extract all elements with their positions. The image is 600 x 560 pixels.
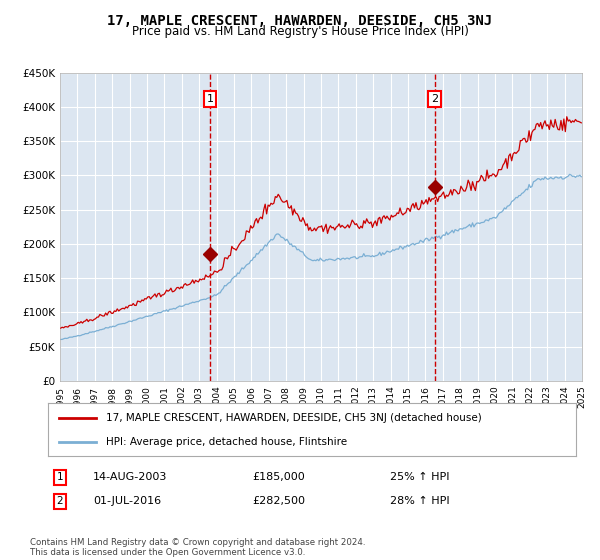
Text: Contains HM Land Registry data © Crown copyright and database right 2024.
This d: Contains HM Land Registry data © Crown c… [30,538,365,557]
Text: 01-JUL-2016: 01-JUL-2016 [93,496,161,506]
Text: 2: 2 [56,496,64,506]
Text: Price paid vs. HM Land Registry's House Price Index (HPI): Price paid vs. HM Land Registry's House … [131,25,469,38]
Text: 17, MAPLE CRESCENT, HAWARDEN, DEESIDE, CH5 3NJ (detached house): 17, MAPLE CRESCENT, HAWARDEN, DEESIDE, C… [106,413,482,423]
Text: £185,000: £185,000 [252,472,305,482]
Text: 2: 2 [431,94,439,104]
Text: 28% ↑ HPI: 28% ↑ HPI [390,496,449,506]
Text: 1: 1 [206,94,214,104]
Text: HPI: Average price, detached house, Flintshire: HPI: Average price, detached house, Flin… [106,436,347,446]
Text: 14-AUG-2003: 14-AUG-2003 [93,472,167,482]
Text: 25% ↑ HPI: 25% ↑ HPI [390,472,449,482]
Text: £282,500: £282,500 [252,496,305,506]
Text: 17, MAPLE CRESCENT, HAWARDEN, DEESIDE, CH5 3NJ: 17, MAPLE CRESCENT, HAWARDEN, DEESIDE, C… [107,14,493,28]
Text: 1: 1 [56,472,64,482]
